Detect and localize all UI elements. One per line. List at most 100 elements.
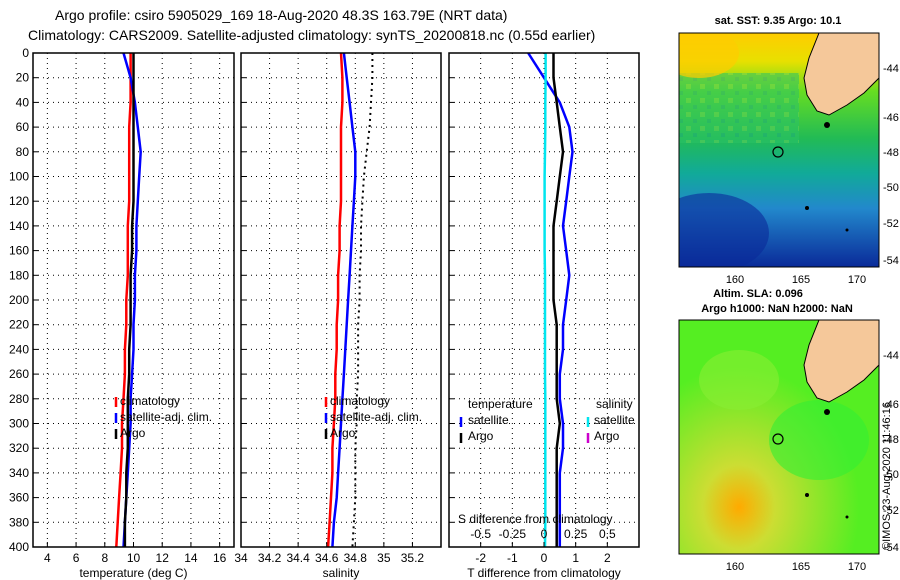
map-lon-label: 160 <box>726 274 744 286</box>
series-salinity-satellite-adj-clim- <box>331 52 357 548</box>
x-tick-label: 34 <box>234 551 248 565</box>
y-tick-label: 120 <box>9 194 29 208</box>
y-tick-label: 280 <box>9 392 29 406</box>
legend-entry: satellite-adj. clim. <box>330 410 422 424</box>
panel-temperature: 4 6 8 10 12 14 16 temperature (deg C) 0 20 40 60 80 1… <box>9 46 235 580</box>
y-tick-label: 380 <box>9 515 29 529</box>
series-salinity-argo <box>351 53 374 548</box>
y-tick-label: 100 <box>9 170 29 184</box>
x-tick-label: 14 <box>184 551 198 565</box>
sla-map: -44 -46 -48 -50 -52 -54 160 165 170 <box>678 319 899 573</box>
land <box>803 320 879 403</box>
map-field <box>679 320 879 554</box>
map-frame <box>678 319 880 555</box>
x-tick-label: 16 <box>213 551 227 565</box>
sst-texture <box>679 73 799 143</box>
title-line-2: Climatology: CARS2009. Satellite-adjuste… <box>28 27 596 43</box>
x-tick-label: 8 <box>101 551 108 565</box>
legend-entry: Argo <box>594 429 620 443</box>
map-lat-label: -54 <box>883 542 899 554</box>
legend-entry: Argo <box>468 429 494 443</box>
x-tick-label: 2 <box>604 551 611 565</box>
x-axis-label: temperature (deg C) <box>79 566 187 580</box>
legend-salinity-title: salinity <box>596 397 633 411</box>
cold-water <box>679 193 769 267</box>
auckland-islands <box>805 206 809 210</box>
y-tick-label: 300 <box>9 417 29 431</box>
argo-float-marker <box>772 433 784 445</box>
map-lat-label: -44 <box>883 350 899 362</box>
map-lat-label: -52 <box>883 505 899 517</box>
sst-map-title: sat. SST: 9.35 Argo: 10.1 <box>715 15 842 27</box>
legend-temperature-title: temperature <box>468 397 533 411</box>
upper-tick-label: -0.25 <box>499 527 527 541</box>
map-lon-label: 165 <box>792 561 810 573</box>
map-lat-label: -44 <box>883 63 899 75</box>
x-tick-label: -2 <box>475 551 486 565</box>
stewart-island <box>824 409 830 415</box>
auckland-islands <box>805 493 809 497</box>
upper-tick-label: -0.5 <box>470 527 491 541</box>
map-lat-label: -54 <box>883 255 899 267</box>
y-tick-label: 140 <box>9 219 29 233</box>
map-lat-label: -52 <box>883 218 899 230</box>
x-tick-label: 34.2 <box>258 551 282 565</box>
series-salinity-climatology <box>326 52 344 548</box>
sla-blob <box>699 350 779 410</box>
upper-tick-label: 0 <box>541 527 548 541</box>
argo-float-marker <box>772 146 784 158</box>
map-lat-label: -50 <box>883 182 899 194</box>
legend-entry: climatology <box>330 394 390 408</box>
sla-blob <box>769 400 869 480</box>
x-tick-label: 1 <box>572 551 579 565</box>
x-tick-label: 6 <box>73 551 80 565</box>
map-lon-label: 165 <box>792 274 810 286</box>
panel-salinity: 34 34.2 34.4 34.6 34.8 35 35.2 salinity climatol… <box>234 52 442 580</box>
series-temperature-satellite-adj-clim- <box>122 52 142 548</box>
x-tick-label: 0 <box>541 551 548 565</box>
y-tick-label: 0 <box>22 46 29 60</box>
sla-map-subtitle: Argo h1000: NaN h2000: NaN <box>701 303 853 315</box>
title-line-1: Argo profile: csiro 5905029_169 18-Aug-2… <box>55 7 508 23</box>
series-difference-salinity-satellite <box>543 53 547 548</box>
x-tick-label: 35.2 <box>401 551 425 565</box>
map-field <box>679 33 879 267</box>
campbell-island <box>845 515 849 519</box>
panel-difference: -2 -1 0 1 2T difference from climatology temp… <box>448 52 640 580</box>
series-temperature-climatology <box>115 53 132 548</box>
x-axis-label: T difference from climatology <box>467 566 621 580</box>
stewart-island <box>824 122 830 128</box>
y-tick-label: 180 <box>9 268 29 282</box>
warm-water <box>679 33 739 78</box>
y-tick-label: 400 <box>9 540 29 554</box>
x-tick-label: 12 <box>156 551 170 565</box>
x-tick-label: 10 <box>127 551 141 565</box>
y-tick-label: 320 <box>9 441 29 455</box>
x-tick-label: 34.8 <box>344 551 368 565</box>
y-tick-label: 200 <box>9 293 29 307</box>
map-lat-label: -50 <box>883 469 899 481</box>
upper-tick-label: 0.25 <box>564 527 588 541</box>
sla-map-title: Altim. SLA: 0.096 <box>713 288 803 300</box>
legend-entry: Argo <box>330 426 356 440</box>
y-tick-label: 360 <box>9 491 29 505</box>
legend-entry: satellite-adj. clim. <box>120 410 212 424</box>
x-tick-label: -1 <box>507 551 518 565</box>
map-lat-label: -46 <box>883 112 899 124</box>
x-axis-label: salinity <box>323 566 360 580</box>
series-difference-temperature-argo <box>552 53 565 547</box>
map-lat-label: -46 <box>883 399 899 411</box>
imos-credit: ©IMOS 23-Aug-2020 11:46:16 <box>881 402 893 550</box>
x-tick-label: 4 <box>44 551 51 565</box>
y-tick-label: 260 <box>9 367 29 381</box>
legend-entry: satellite <box>468 413 509 427</box>
y-tick-label: 160 <box>9 244 29 258</box>
y-tick-label: 220 <box>9 318 29 332</box>
y-tick-label: 80 <box>16 145 30 159</box>
x-tick-label: 34.6 <box>315 551 339 565</box>
legend-entry: satellite <box>594 413 635 427</box>
upper-tick-label: 0.5 <box>599 527 616 541</box>
x-tick-label: 34.4 <box>286 551 310 565</box>
campbell-island <box>845 228 849 232</box>
